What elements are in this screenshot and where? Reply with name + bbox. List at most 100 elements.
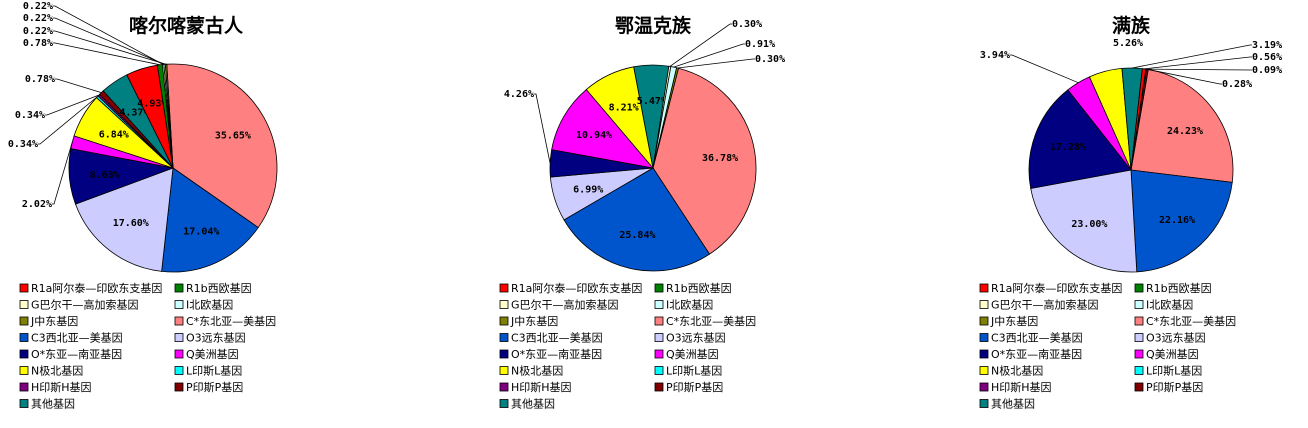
legend-label: I北欧基因 (1146, 299, 1193, 312)
data-label: 0.22% (23, 13, 53, 24)
legend-label: I北欧基因 (666, 299, 713, 312)
legend-label: C3西北亚—美基因 (511, 332, 603, 345)
pie-chart-1: 喀尔喀蒙古人 35.65% 17.04% 17.60% 8.63% 2.02% 6.84% 0… (8, 1, 278, 411)
data-label: 35.65% (215, 130, 251, 141)
legend-swatch (1134, 333, 1144, 342)
data-label: 0.30% (755, 54, 785, 65)
legend-swatch (1134, 382, 1144, 392)
pie-slice-o-se (1028, 89, 1132, 189)
legend-swatch (19, 300, 29, 309)
leader-line (52, 142, 73, 205)
legend-label: H印斯H基因 (31, 381, 92, 394)
legend-label: 其他基因 (511, 398, 555, 411)
legend-swatch (979, 399, 989, 408)
legend-swatch (499, 316, 509, 326)
data-label: 8.21% (609, 103, 639, 114)
leader-line (1146, 68, 1252, 71)
pie-slice-c3 (161, 167, 259, 273)
data-label: 0.34% (8, 139, 38, 150)
leader-line (1144, 56, 1252, 70)
leader-line (53, 5, 164, 65)
legend-label: R1a阿尔泰—印欧东支基因 (511, 281, 642, 295)
data-label: 3.19% (1252, 40, 1282, 51)
data-label: 0.22% (23, 1, 53, 12)
legend-swatch (1134, 283, 1144, 293)
legend-label: 其他基因 (31, 398, 75, 411)
legend-swatch (654, 316, 664, 326)
legend-swatch (979, 333, 989, 342)
chart-title: 鄂温克族 (615, 14, 692, 37)
legend-label: O3远东基因 (186, 332, 246, 345)
legend-label: O*东亚—南亚基因 (31, 348, 122, 361)
legend-label: N极北基因 (511, 364, 563, 378)
legend-swatch (19, 366, 29, 375)
legend-label: R1b西欧基因 (1146, 282, 1212, 295)
data-label: 0.56% (1252, 52, 1282, 63)
legend-label: C3西北亚—美基因 (991, 332, 1083, 345)
data-label: 24.23% (1167, 126, 1203, 137)
data-label: 10.94% (576, 130, 612, 141)
data-label: 4.37% (119, 107, 149, 118)
legend-swatch (499, 300, 509, 309)
leader-line (53, 17, 165, 65)
legend-label: G巴尔干—高加索基因 (991, 298, 1099, 312)
legend-swatch (174, 382, 184, 392)
leader-line (677, 58, 755, 69)
leader-line (534, 93, 551, 164)
data-label: 5.26% (1113, 38, 1143, 49)
legend-label: H印斯H基因 (991, 381, 1052, 394)
legend-swatch (1134, 349, 1144, 359)
legend-label: J中东基因 (30, 315, 78, 328)
legend-label: G巴尔干—高加索基因 (31, 298, 139, 312)
legend-label: L印斯L基因 (666, 365, 722, 378)
pie-slice-o3 (1030, 169, 1138, 273)
legend-label: P印斯P基因 (186, 381, 243, 394)
legend-label: O3远东基因 (1146, 332, 1206, 345)
pie-slice-q (551, 88, 655, 169)
legend-swatch (174, 316, 184, 326)
data-label: 0.09% (1252, 65, 1282, 76)
legend-label: Q美洲基因 (1146, 348, 1199, 361)
data-label: 25.84% (619, 230, 655, 241)
legend-label: O*东亚—南亚基因 (511, 348, 602, 361)
leader-line (1132, 44, 1252, 69)
leader-line (53, 30, 167, 65)
data-label: 17.04% (183, 227, 219, 238)
legend-swatch (174, 333, 184, 342)
pie-chart-3: 满族 24.23% 22.16% 23.00% 17.28% 3.94% 5.26% 3.19… (979, 14, 1282, 411)
legend-swatch (19, 333, 29, 342)
leader-line (55, 78, 102, 93)
legend-label: C*东北亚—美基因 (1146, 315, 1236, 328)
pie-chart-2: 鄂温克族 36.78% 25.84% 6.99% 4.26% 10.94% 8.21%5.4… (499, 14, 785, 411)
chart-title: 喀尔喀蒙古人 (129, 14, 244, 37)
legend-label: N极北基因 (991, 364, 1043, 378)
legend-label: R1a阿尔泰—印欧东支基因 (991, 281, 1122, 295)
legend-swatch (979, 300, 989, 309)
legend-swatch (654, 333, 664, 342)
pie-slice-c3 (1130, 169, 1233, 273)
legend-label: R1b西欧基因 (666, 282, 732, 295)
legend: R1a阿尔泰—印欧东支基因 R1b西欧基因 G巴尔干—高加索基因 I北欧基因 J中东基因… (979, 281, 1236, 411)
legend-label: I北欧基因 (186, 299, 233, 312)
legend-label: G巴尔干—高加索基因 (511, 298, 619, 312)
chart-title: 满族 (1112, 14, 1151, 37)
legend-swatch (174, 366, 184, 375)
legend-label: Q美洲基因 (186, 348, 239, 361)
legend-label: J中东基因 (990, 315, 1038, 328)
legend-swatch (654, 349, 664, 359)
leader-line (45, 94, 99, 116)
legend-label: N极北基因 (31, 364, 83, 378)
legend-swatch (654, 283, 664, 293)
data-label: 4.93% (137, 99, 167, 110)
pie-slice-o3 (74, 167, 174, 272)
legend-label: L印斯L基因 (1146, 365, 1202, 378)
data-label: 0.28% (1222, 79, 1252, 90)
legend-label: P印斯P基因 (666, 381, 723, 394)
legend-swatch (174, 300, 184, 309)
leader-line (38, 96, 98, 145)
data-label: 3.94% (980, 50, 1010, 61)
legend-label: R1a阿尔泰—印欧东支基因 (31, 281, 162, 295)
legend-swatch (19, 316, 29, 326)
legend-label: Q美洲基因 (666, 348, 719, 361)
